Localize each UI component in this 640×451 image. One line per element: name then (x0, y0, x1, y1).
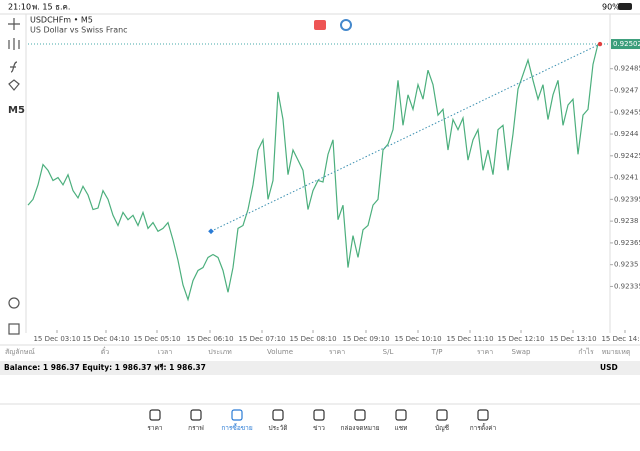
x-tick-label: 15 Dec 12:10 (497, 335, 544, 343)
x-tick-label: 15 Dec 07:10 (238, 335, 285, 343)
trend-start (208, 228, 214, 235)
y-tick-label: 0.92455 (614, 108, 640, 116)
tab-label[interactable]: ราคา (147, 424, 162, 432)
price-tag: 0.92502 (613, 40, 640, 48)
x-tick-label: 15 Dec 08:10 (289, 335, 336, 343)
tab-icon (436, 409, 448, 421)
timeframe[interactable]: M5 (8, 105, 25, 116)
balance-bar (0, 361, 640, 375)
column-header: หมายเหตุ (602, 348, 631, 356)
x-tick-label: 15 Dec 05:10 (133, 335, 180, 343)
symbol: USDCHFm • M5 (30, 16, 93, 25)
chart: 0.92335 0.9235 0.92365 0.9238 0.92395 0.9241 0… (27, 39, 640, 343)
price-tag-bg (611, 39, 640, 50)
symbol-description: US Dollar vs Swiss Franc (30, 26, 128, 35)
tab-label[interactable]: บัญชี (435, 424, 450, 432)
trendline (210, 43, 601, 232)
column-header: Swap (512, 348, 531, 356)
y-tick-label: 0.92425 (614, 152, 640, 160)
x-tick-label: 15 Dec 04:10 (82, 335, 129, 343)
y-tick-label: 0.9241 (614, 174, 639, 182)
column-header: ราคา (477, 348, 493, 356)
y-tick-label: 0.9235 (614, 261, 639, 269)
clock-icon[interactable] (8, 297, 20, 309)
tab-label[interactable]: กราฟ (188, 424, 204, 432)
function-icon[interactable] (10, 61, 18, 73)
x-tick-label: 15 Dec 14:10 (601, 335, 640, 343)
tab-label[interactable]: การตั้งค่า (470, 423, 497, 432)
column-header: ประเภท (208, 348, 232, 356)
sell-button[interactable] (314, 20, 326, 30)
tab-icon (395, 409, 407, 421)
y-tick-label: 0.92395 (614, 195, 640, 203)
tab-icon (354, 409, 366, 421)
tab-label[interactable]: ประวัติ (269, 424, 288, 432)
tab-icon (231, 409, 243, 421)
tab-label[interactable]: การซื้อขาย (221, 423, 252, 432)
tab-label[interactable]: กล่องจดหมาย (340, 424, 379, 432)
balance: Balance: 1 986.37 Equity: 1 986.37 ฟรี: … (4, 363, 206, 372)
tab-icon (477, 409, 489, 421)
column-header: S/L (383, 348, 394, 356)
column-header: Volume (267, 348, 293, 356)
column-header: สัญลักษณ์ (5, 348, 35, 356)
currency: USD (600, 363, 618, 372)
price-line-series (27, 43, 599, 302)
objects-icon[interactable] (8, 79, 20, 91)
column-header: เวลา (158, 348, 173, 356)
tab-label[interactable]: ข่าว (313, 424, 325, 432)
column-header: T/P (431, 348, 443, 356)
tab-icon (149, 409, 161, 421)
x-tick-label: 15 Dec 09:10 (342, 335, 389, 343)
tab-icon (190, 409, 202, 421)
column-header: ราคา (329, 348, 345, 356)
tab-icon (313, 409, 325, 421)
add-icon[interactable] (8, 323, 20, 335)
y-tick-label: 0.92335 (614, 282, 640, 290)
tab-icon (272, 409, 284, 421)
y-tick-label: 0.92485 (614, 65, 640, 73)
y-tick-label: 0.9238 (614, 217, 639, 225)
y-tick-label: 0.9244 (614, 130, 639, 138)
crosshair-icon[interactable] (8, 18, 20, 30)
column-header: ตั๋ว (101, 347, 110, 356)
indicators-icon[interactable] (8, 38, 20, 50)
y-tick-label: 0.9247 (614, 86, 639, 94)
buy-button[interactable] (340, 19, 352, 31)
x-tick-label: 15 Dec 06:10 (186, 335, 233, 343)
x-tick-label: 15 Dec 03:10 (33, 335, 80, 343)
status-battery: 90% (602, 3, 620, 12)
battery-icon (618, 3, 632, 10)
x-tick-label: 15 Dec 10:10 (394, 335, 441, 343)
status-date: พ. 15 ธ.ค. (32, 3, 70, 12)
column-header: กำไร (578, 347, 594, 356)
trend-end (597, 41, 603, 47)
status-time: 21:10 (8, 3, 31, 12)
tab-label[interactable]: แชท (395, 424, 408, 432)
x-tick-label: 15 Dec 11:10 (446, 335, 493, 343)
y-tick-label: 0.92365 (614, 239, 640, 247)
x-tick-label: 15 Dec 13:10 (549, 335, 596, 343)
